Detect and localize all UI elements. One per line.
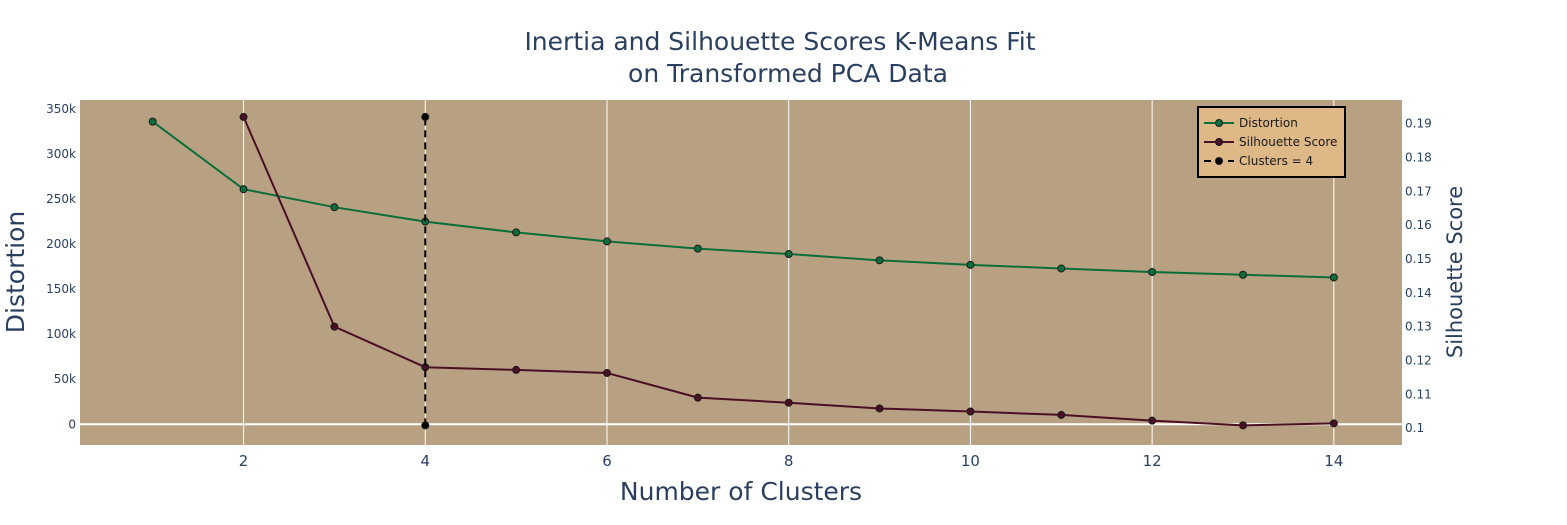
data-point xyxy=(875,404,884,413)
legend-item: Distortion xyxy=(1204,116,1298,130)
data-point xyxy=(693,244,702,253)
legend-marker xyxy=(1215,138,1223,146)
y-left-tick-label: 300k xyxy=(46,147,76,161)
data-point xyxy=(239,185,248,194)
series-layer xyxy=(148,112,1338,430)
data-point xyxy=(784,250,793,259)
data-point xyxy=(966,260,975,269)
y-right-tick-label: 0.13 xyxy=(1405,320,1432,334)
x-axis-ticks: 2 4 6 8 10 12 14 xyxy=(239,452,1344,470)
y-right-tick-label: 0.14 xyxy=(1405,286,1432,300)
series-silhouette-score xyxy=(239,112,1338,430)
data-point xyxy=(693,393,702,402)
legend-label: Distortion xyxy=(1239,116,1298,130)
x-tick-label: 6 xyxy=(602,452,612,470)
x-tick-label: 4 xyxy=(420,452,430,470)
data-point xyxy=(1329,419,1338,428)
y-right-tick-label: 0.12 xyxy=(1405,353,1432,367)
legend-item: Clusters = 4 xyxy=(1204,154,1313,168)
right-axis-ticks: 0.1 0.11 0.12 0.13 0.14 0.15 0.16 0.17 0.18 0.19 xyxy=(1405,117,1432,435)
x-tick-label: 10 xyxy=(961,452,980,470)
x-axis-title: Number of Clusters xyxy=(620,477,862,506)
data-point xyxy=(784,398,793,407)
chart-title-line-1: Inertia and Silhouette Scores K-Means Fi… xyxy=(524,27,1035,56)
data-point xyxy=(330,203,339,212)
data-point xyxy=(1238,270,1247,279)
y-left-tick-label: 200k xyxy=(46,237,76,251)
data-point xyxy=(239,112,248,121)
data-point xyxy=(1329,273,1338,282)
data-point xyxy=(602,237,611,246)
x-tick-label: 12 xyxy=(1143,452,1162,470)
y-right-tick-label: 0.16 xyxy=(1405,218,1432,232)
y-left-tick-label: 250k xyxy=(46,192,76,206)
data-point xyxy=(966,407,975,416)
series-clusters-4 xyxy=(421,112,430,430)
y-left-tick-label: 50k xyxy=(54,372,76,386)
y-right-tick-label: 0.1 xyxy=(1405,421,1424,435)
x-tick-label: 2 xyxy=(239,452,249,470)
data-point xyxy=(1238,421,1247,430)
legend-marker xyxy=(1215,157,1223,165)
x-tick-label: 14 xyxy=(1324,452,1343,470)
y-right-tick-label: 0.18 xyxy=(1405,151,1432,165)
series-line xyxy=(152,120,1334,279)
data-point xyxy=(602,368,611,377)
y-left-tick-label: 0 xyxy=(68,417,76,431)
y-left-tick-label: 350k xyxy=(46,102,76,116)
data-point xyxy=(512,228,521,237)
legend[interactable]: Distortion Silhouette Score Clusters = 4 xyxy=(1197,106,1346,178)
data-point xyxy=(1148,416,1157,425)
data-point xyxy=(421,421,430,430)
y-right-tick-label: 0.17 xyxy=(1405,184,1432,198)
right-axis-title: Silhouette Score xyxy=(1443,186,1467,358)
y-right-tick-label: 0.15 xyxy=(1405,252,1432,266)
legend-label: Silhouette Score xyxy=(1239,135,1337,149)
data-point xyxy=(1057,264,1066,273)
legend-label: Clusters = 4 xyxy=(1239,154,1313,168)
chart-title-line-2: on Transformed PCA Data xyxy=(628,59,948,88)
data-point xyxy=(512,365,521,374)
legend-marker xyxy=(1215,119,1223,127)
data-point xyxy=(421,112,430,121)
legend-item: Silhouette Score xyxy=(1204,135,1337,149)
left-axis-ticks: 0 50k 100k 150k 200k 250k 300k 350k xyxy=(46,102,76,431)
data-point xyxy=(1057,410,1066,419)
series-distortion xyxy=(148,117,1338,282)
y-left-tick-label: 100k xyxy=(46,327,76,341)
data-point xyxy=(148,117,157,126)
data-point xyxy=(1148,268,1157,277)
y-left-tick-label: 150k xyxy=(46,282,76,296)
y-right-tick-label: 0.11 xyxy=(1405,387,1432,401)
left-axis-title: Distortion xyxy=(1,211,30,334)
y-right-tick-label: 0.19 xyxy=(1405,117,1432,131)
data-point xyxy=(875,256,884,265)
data-point xyxy=(330,322,339,331)
x-tick-label: 8 xyxy=(784,452,794,470)
